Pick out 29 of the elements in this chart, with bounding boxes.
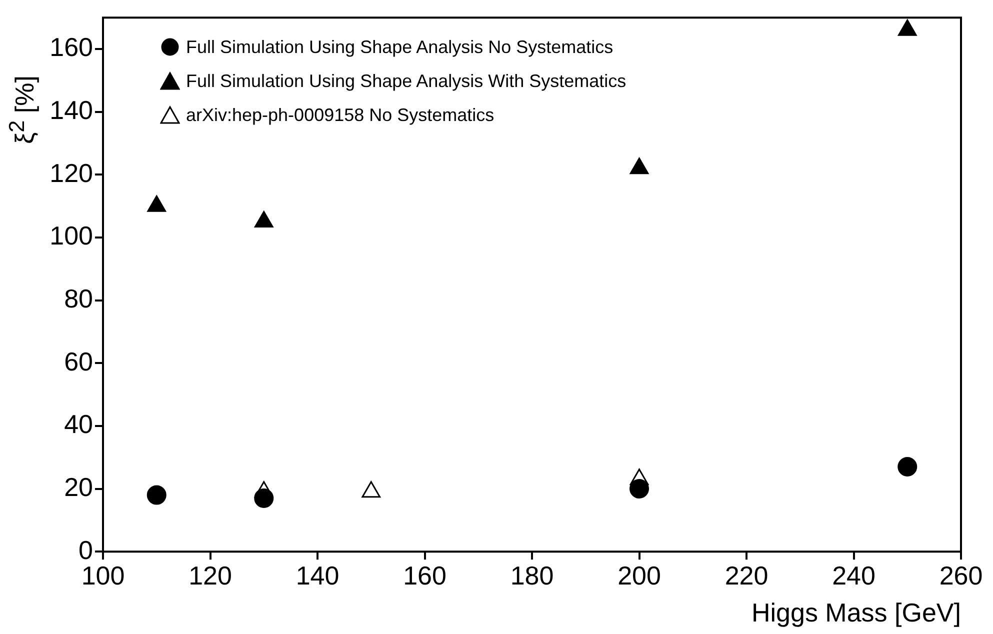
x-tick-label: 200	[618, 560, 661, 590]
point	[146, 485, 166, 505]
x-tick-label: 160	[403, 560, 446, 590]
x-axis-title: Higgs Mass [GeV]	[751, 598, 961, 628]
point	[147, 195, 166, 212]
y-tick-label: 100	[50, 220, 93, 251]
x-tick-label: 220	[724, 560, 768, 590]
point	[254, 488, 274, 508]
x-tick-label: 240	[832, 560, 876, 590]
legend-label: Full Simulation Using Shape Analysis No Systematics	[186, 36, 614, 59]
y-tick-label: 140	[50, 95, 93, 126]
y-tick-label: 160	[50, 32, 93, 62]
y-tick-label: 20	[64, 472, 93, 502]
y-tick-label: 60	[64, 346, 93, 376]
y-tick-label: 120	[50, 158, 93, 188]
point	[254, 211, 274, 228]
point	[898, 457, 918, 477]
point	[898, 19, 917, 36]
y-tick-label: 40	[64, 409, 93, 440]
legend-label: Full Simulation Using Shape Analysis With Systematics	[186, 70, 626, 93]
x-tick-label: 140	[296, 560, 340, 590]
legend-label: arXiv:hep-ph-0009158 No Systematics	[186, 104, 494, 127]
x-tick-label: 260	[939, 560, 983, 590]
x-tick-label: 180	[510, 560, 554, 590]
point	[630, 479, 649, 499]
point	[630, 158, 649, 174]
y-tick-label: 80	[64, 283, 93, 314]
y-tick-label: 0	[78, 534, 93, 565]
x-tick-label: 120	[188, 560, 232, 590]
